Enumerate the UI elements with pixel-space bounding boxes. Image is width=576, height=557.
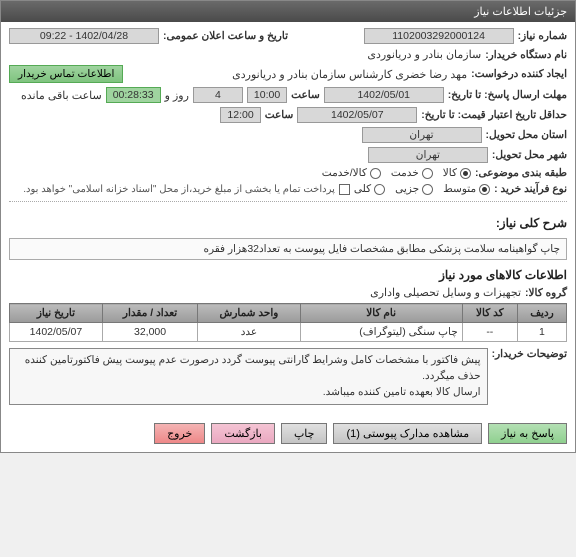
validity-time-value: 12:00 <box>220 107 260 123</box>
radio-both[interactable] <box>370 168 381 179</box>
need-no-label: شماره نیاز: <box>518 30 567 42</box>
th-row: ردیف <box>517 304 566 323</box>
radio-proc-other[interactable] <box>374 184 385 195</box>
requester-label: ایجاد کننده درخواست: <box>471 68 567 80</box>
buyer-note-box: پیش فاکتور با مشخصات کامل وشرایط گارانتی… <box>9 348 488 405</box>
th-code: کد کالا <box>462 304 517 323</box>
radio-service[interactable] <box>422 168 433 179</box>
days-value: 4 <box>193 87 243 103</box>
days-label: روز و <box>165 89 189 102</box>
deadline-label: مهلت ارسال پاسخ: تا تاریخ: <box>448 89 567 101</box>
td-qty: 32,000 <box>102 323 197 342</box>
remain-label: ساعت باقی مانده <box>21 89 102 102</box>
divider-1 <box>9 201 567 202</box>
buyer-org-label: نام دستگاه خریدار: <box>485 49 567 61</box>
validity-date-value: 1402/05/07 <box>297 107 417 123</box>
td-code: -- <box>462 323 517 342</box>
respond-button[interactable]: پاسخ به نیاز <box>488 423 567 444</box>
group-value: تجهیزات و وسایل تحصیلی واداری <box>370 286 521 299</box>
td-idx: 1 <box>517 323 566 342</box>
th-qty: تعداد / مقدار <box>102 304 197 323</box>
deadline-time-value: 10:00 <box>247 87 287 103</box>
radio-proc-other-label: کلی <box>354 183 371 195</box>
treasury-checkbox[interactable] <box>339 184 350 195</box>
need-no-value: 1102003292000124 <box>364 28 514 44</box>
deadline-date-value: 1402/05/01 <box>324 87 444 103</box>
content-area: شماره نیاز: 1102003292000124 تاریخ و ساع… <box>1 22 575 415</box>
buyer-org-value: سازمان بنادر و دریانوردی <box>367 48 481 61</box>
category-label: طبقه بندی موضوعی: <box>475 167 567 179</box>
th-unit: واحد شمارش <box>198 304 300 323</box>
radio-proc-minor-label: متوسط <box>443 183 476 195</box>
general-desc-value: چاپ گواهینامه سلامت پزشکی مطابق مشخصات ف… <box>9 238 567 260</box>
window-titlebar: جزئیات اطلاعات نیاز <box>1 1 575 22</box>
process-label: نوع فرآیند خرید : <box>494 183 567 195</box>
contact-info-button[interactable]: اطلاعات تماس خریدار <box>9 65 123 83</box>
td-date: 1402/05/07 <box>10 323 103 342</box>
radio-goods[interactable] <box>460 168 471 179</box>
td-unit: عدد <box>198 323 300 342</box>
countdown-timer: 00:28:33 <box>106 87 161 103</box>
radio-both-label: کالا/خدمت <box>322 167 367 179</box>
buyer-note-line-1: پیش فاکتور با مشخصات کامل وشرایط گارانتی… <box>16 353 481 385</box>
buyer-note-line-2: ارسال کالا بعهده تامین کننده میباشد. <box>16 385 481 401</box>
th-date: تاریخ نیاز <box>10 304 103 323</box>
table-row[interactable]: 1 -- چاپ سنگی (لیتوگراف) عدد 32,000 1402… <box>10 323 567 342</box>
th-name: نام کالا <box>300 304 462 323</box>
general-desc-label: شرح کلی نیاز: <box>496 216 567 230</box>
td-name: چاپ سنگی (لیتوگراف) <box>300 323 462 342</box>
city-need-label: استان محل تحویل: <box>486 129 567 141</box>
treasury-note: پرداخت تمام یا بخشی از مبلغ خرید،از محل … <box>23 184 335 195</box>
announce-time-label: تاریخ و ساعت اعلان عمومی: <box>163 30 288 42</box>
city-deliver-value: تهران <box>368 147 488 163</box>
radio-proc-partial[interactable] <box>422 184 433 195</box>
city-need-value: تهران <box>362 127 482 143</box>
dialog-window: جزئیات اطلاعات نیاز شماره نیاز: 11020032… <box>0 0 576 453</box>
process-radio-group: متوسط جزیی کلی <box>354 183 490 195</box>
category-radio-group: کالا خدمت کالا/خدمت <box>322 167 471 179</box>
back-button[interactable]: بازگشت <box>211 423 275 444</box>
requester-value: مهد رضا خضری کارشناس سازمان بنادر و دریا… <box>127 68 467 81</box>
announce-time-value: 1402/04/28 - 09:22 <box>9 28 159 44</box>
radio-proc-minor[interactable] <box>479 184 490 195</box>
print-button[interactable]: چاپ <box>281 423 328 444</box>
radio-service-label: خدمت <box>391 167 419 179</box>
attachments-button[interactable]: مشاهده مدارک پیوستی (1) <box>333 423 482 444</box>
validity-label: حداقل تاریخ اعتبار قیمت: تا تاریخ: <box>421 109 567 121</box>
window-title: جزئیات اطلاعات نیاز <box>474 6 567 18</box>
table-header-row: ردیف کد کالا نام کالا واحد شمارش تعداد /… <box>10 304 567 323</box>
items-table: ردیف کد کالا نام کالا واحد شمارش تعداد /… <box>9 303 567 342</box>
footer-buttons: پاسخ به نیاز مشاهده مدارک پیوستی (1) چاپ… <box>1 415 575 452</box>
radio-proc-partial-label: جزیی <box>395 183 419 195</box>
group-label: گروه کالا: <box>525 287 567 299</box>
buyer-note-label: توضیحات خریدار: <box>492 348 567 360</box>
time-label-2: ساعت <box>265 109 294 121</box>
radio-goods-label: کالا <box>443 167 457 179</box>
time-label-1: ساعت <box>291 89 320 101</box>
exit-button[interactable]: خروج <box>154 423 205 444</box>
city-deliver-label: شهر محل تحویل: <box>492 149 567 161</box>
items-info-label: اطلاعات کالاهای مورد نیاز <box>9 268 567 282</box>
